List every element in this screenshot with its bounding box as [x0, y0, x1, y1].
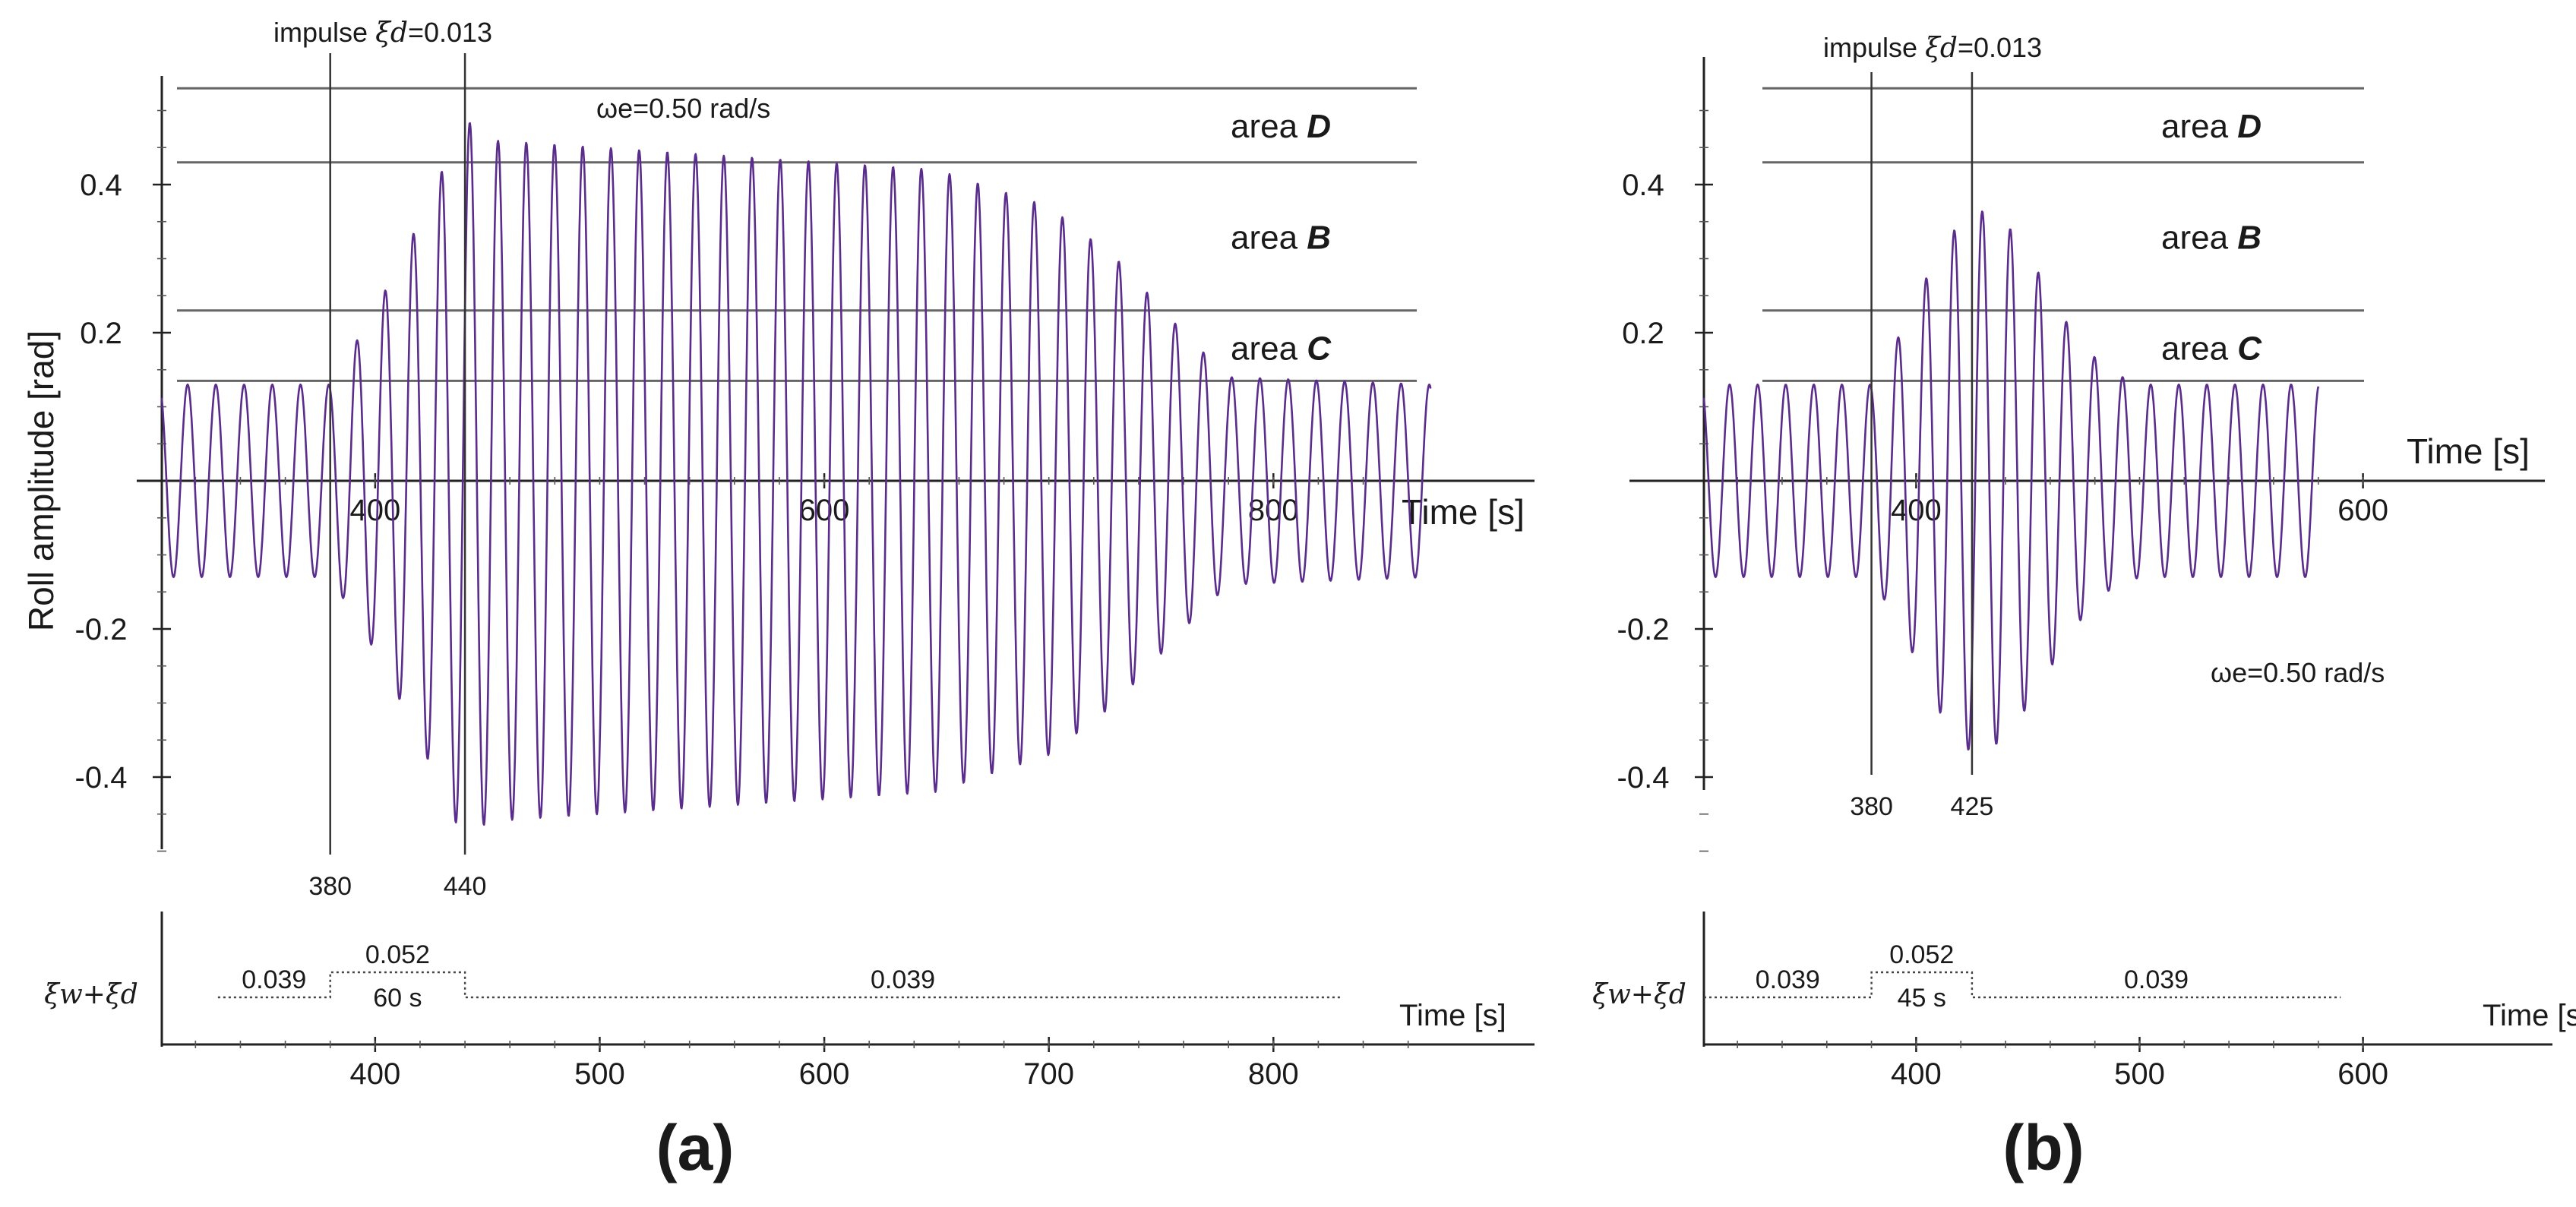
omega-annotation: ωe=0.50 rad/s	[2211, 657, 2385, 688]
damping-y-label: ξw+ξd	[44, 979, 138, 1010]
impulse-label: impulse ξd=0.013	[273, 17, 492, 49]
area-label-letter: D	[2237, 108, 2262, 145]
area-label-letter: D	[1307, 108, 1331, 145]
area-label: area C	[2161, 330, 2262, 368]
damping-during-label: 0.052	[1889, 940, 1954, 969]
y-tick-label: 0.2	[80, 317, 122, 350]
y-tick-label: -0.2	[1617, 613, 1670, 646]
damping-duration-label: 45 s	[1898, 984, 1946, 1013]
area-label-name: area	[2161, 330, 2237, 368]
panel-label: (a)	[656, 1112, 735, 1183]
damping-x-tick-label: 700	[1023, 1057, 1074, 1091]
area-label: area B	[2161, 219, 2262, 256]
damping-x-tick-label: 600	[2337, 1057, 2388, 1091]
damping-after-label: 0.039	[871, 965, 935, 994]
impulse-value: =0.013	[1958, 32, 2042, 63]
area-label: area C	[1231, 330, 1332, 368]
area-label-letter: B	[2237, 219, 2262, 256]
impulse-marker-label: 380	[1850, 792, 1893, 821]
series-line-roll-response	[160, 122, 1432, 826]
y-tick-label: 0.2	[1622, 317, 1664, 350]
damping-during-label: 0.052	[365, 940, 430, 969]
impulse-marker-label: 425	[1951, 792, 1994, 821]
area-label-letter: C	[1307, 330, 1332, 368]
area-label: area D	[1231, 108, 1331, 145]
area-label-name: area	[2161, 108, 2237, 145]
damping-step-line	[1704, 971, 2341, 999]
omega-annotation: ωe=0.50 rad/s	[596, 93, 770, 124]
series-line-roll-response	[1702, 210, 2320, 750]
impulse-marker-label: 380	[308, 872, 352, 901]
y-tick-label: 0.4	[80, 169, 122, 202]
impulse-marker-label: 440	[444, 872, 487, 901]
damping-x-tick-label: 400	[1891, 1057, 1942, 1091]
damping-after-label: 0.039	[2124, 965, 2189, 994]
area-label-name: area	[1231, 330, 1307, 368]
damping-x-axis-label: Time [s]	[1399, 999, 1506, 1032]
damping-step-line	[217, 971, 1341, 999]
damping-before-label: 0.039	[1756, 965, 1820, 994]
impulse-value: =0.013	[408, 17, 492, 48]
area-label-name: area	[2161, 219, 2237, 256]
area-label-name: area	[1231, 108, 1307, 145]
y-tick-label: -0.4	[75, 761, 128, 795]
panel-label: (b)	[2002, 1112, 2084, 1183]
x-tick-label: 600	[799, 494, 850, 527]
y-tick-label: 0.4	[1622, 169, 1664, 202]
damping-x-axis-label: Time [s]	[2483, 999, 2576, 1032]
damping-x-tick-label: 500	[574, 1057, 625, 1091]
damping-x-tick-label: 800	[1248, 1057, 1299, 1091]
damping-duration-label: 60 s	[373, 984, 422, 1013]
damping-y-label: ξw+ξd	[1592, 979, 1686, 1010]
impulse-prefix: impulse	[273, 17, 375, 48]
damping-x-tick-label: 400	[349, 1057, 400, 1091]
area-label-letter: B	[1307, 219, 1331, 256]
x-tick-label: 800	[1248, 494, 1299, 527]
area-label: area D	[2161, 108, 2262, 145]
area-label-letter: C	[2237, 330, 2262, 368]
area-label-name: area	[1231, 219, 1307, 256]
area-label: area B	[1231, 219, 1331, 256]
damping-x-tick-label: 600	[799, 1057, 850, 1091]
impulse-label: impulse ξd=0.013	[1823, 32, 2042, 64]
damping-x-tick-label: 500	[2114, 1057, 2165, 1091]
y-axis-label: Roll amplitude [rad]	[21, 330, 61, 631]
y-tick-label: -0.4	[1617, 761, 1670, 795]
impulse-symbol: ξd	[1925, 33, 1958, 64]
x-axis-label: Time [s]	[2407, 431, 2530, 471]
impulse-symbol: ξd	[375, 17, 408, 49]
x-tick-label: 600	[2337, 494, 2388, 527]
y-tick-label: -0.2	[75, 613, 128, 646]
damping-before-label: 0.039	[242, 965, 306, 994]
impulse-prefix: impulse	[1823, 32, 1925, 63]
